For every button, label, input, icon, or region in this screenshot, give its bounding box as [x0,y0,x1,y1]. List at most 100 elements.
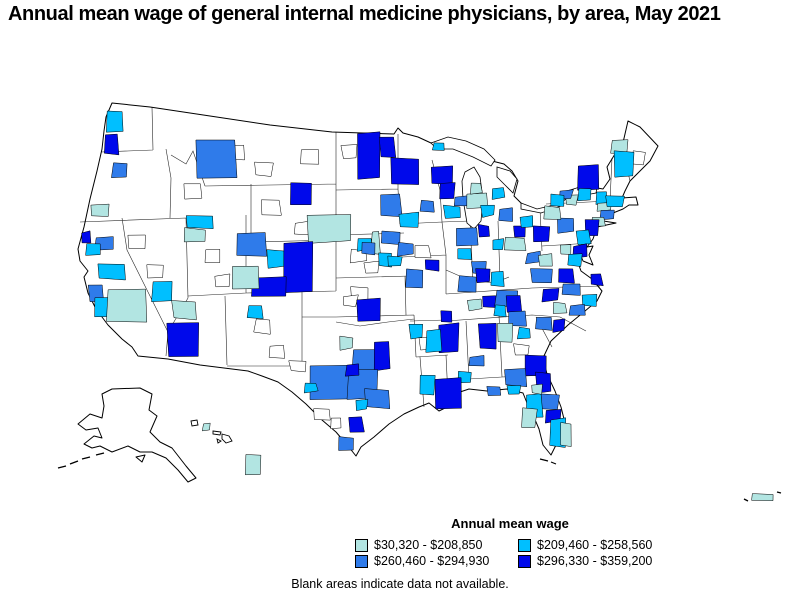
map-area-no-data [513,343,530,356]
legend-swatch-bin1 [355,539,368,552]
map-area-patch [338,436,354,451]
map-area-patch [339,335,354,351]
florida-keys [539,458,557,465]
map-area-patch [431,142,445,151]
map-area-patch [457,248,472,260]
map-area-no-data [214,273,231,288]
map-area-patch [575,229,592,245]
map-area-patch [183,227,206,243]
map-area-patch [453,195,469,207]
map-area-patch [505,295,522,313]
map-area-patch [232,265,260,290]
map-area-patch [503,236,527,251]
legend-title: Annual mean wage [451,516,569,531]
map-area-patch [486,386,502,396]
map-area-patch [246,305,264,319]
map-area-patch [439,182,456,200]
map-area-patch [106,110,124,133]
map-area-patch [348,416,365,433]
map-area-patch [506,385,522,395]
map-area-patch [468,355,485,367]
map-area-patch [561,283,581,296]
map-area-patch [166,322,199,357]
map-area-no-data [414,245,432,259]
map-area-patch [751,493,774,501]
map-area-patch [309,365,350,400]
alaska-outline [57,387,197,483]
map-area-no-data [146,264,164,279]
page-title: Annual mean wage of general internal med… [8,3,721,25]
map-area-patch [390,157,419,185]
map-area-no-data [343,294,359,307]
map-area-patch [283,241,314,293]
map-patches [81,110,774,501]
legend-label-bin2: $209,460 - $258,560 [537,538,653,552]
map-area-patch [364,388,391,409]
legend-item-bin3: $260,460 - $294,930 [355,555,518,568]
map-area-patch [236,232,267,257]
footnote: Blank areas indicate data not available. [291,577,509,591]
map-area-no-data [253,318,271,335]
map-area-no-data [183,183,203,200]
map-area-patch [361,242,376,256]
map-area-no-data [300,149,320,165]
map-area-no-data [340,144,358,159]
legend-label-bin4: $296,330 - $359,200 [537,554,653,568]
map-area-patch [595,191,607,205]
map-area-patch [521,407,538,428]
map-area-patch [560,244,572,255]
map-area-patch [568,303,586,316]
map-area-patch [478,323,497,350]
map-area-patch [558,268,575,284]
map-area-patch [424,259,440,272]
map-area-patch [530,268,553,284]
legend: Annual mean wage $30,320 - $208,850 $209… [345,516,675,568]
map-area-patch [97,263,126,281]
map-area-patch [85,243,101,256]
map-area-no-data [330,417,342,429]
map-area-patch [567,253,583,267]
map-area-patch [245,454,262,476]
map-area-patch [560,422,572,447]
map-area-patch [303,382,319,394]
map-area-patch [419,374,436,396]
map-area-patch [552,301,568,314]
map-area-patch [373,341,391,372]
legend-swatch-bin4 [518,555,531,568]
map-area-patch [577,188,592,202]
map-area-no-data [261,199,282,216]
map-area-patch [557,217,575,234]
map-area-patch [90,203,110,217]
map-area-patch [577,164,600,191]
map-area-patch [171,300,197,321]
map-area-patch [531,383,543,395]
legend-swatch-bin3 [355,555,368,568]
map-area-patch [185,215,214,229]
legend-grid: $30,320 - $208,850 $209,460 - $258,560 $… [345,539,675,568]
map-area-no-data [268,344,285,359]
map-area-patch [357,131,381,180]
map-area-patch [605,195,625,208]
map-area-patch [430,165,453,185]
legend-label-bin3: $260,460 - $294,930 [374,554,490,568]
map-area-patch [498,207,513,222]
legend-item-bin1: $30,320 - $208,850 [355,539,518,552]
map-area-patch [491,187,506,200]
legend-item-bin4: $296,330 - $359,200 [518,555,675,568]
kodiak-island [135,454,146,463]
map-area-patch [552,318,566,333]
map-area-patch [405,268,424,289]
map-area-patch [492,238,505,250]
lake-superior [430,136,496,167]
map-area-patch [397,242,414,257]
map-area-patch [81,230,92,244]
map-area-patch [538,253,553,267]
map-area-patch [493,304,507,318]
legend-item-bin2: $209,460 - $258,560 [518,539,675,552]
map-area-patch [470,182,483,195]
map-area-patch [381,230,401,245]
legend-swatch-bin2 [518,539,531,552]
map-area-patch [581,294,598,307]
map-area-patch [398,211,420,228]
